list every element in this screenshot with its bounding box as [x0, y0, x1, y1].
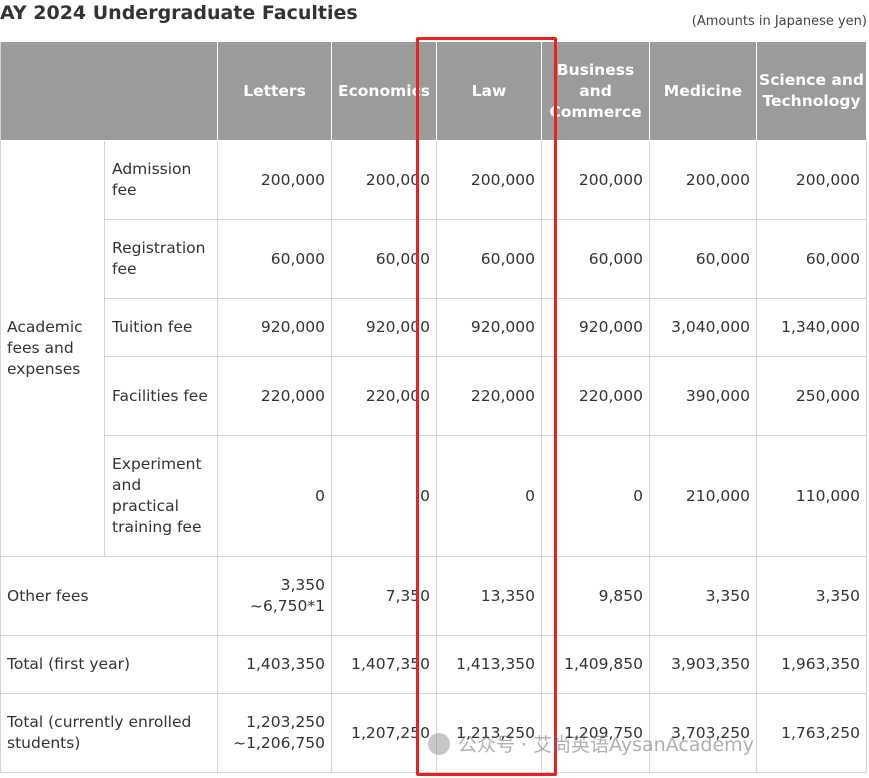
fee-value: 220,000	[542, 357, 650, 436]
fee-value: 3,350	[650, 557, 757, 636]
fee-value: 200,000	[332, 141, 437, 220]
fee-value: 3,040,000	[650, 299, 757, 357]
watermark: 公众号 · 艾尚英语AysanAcademy	[428, 730, 754, 757]
fee-value: 390,000	[650, 357, 757, 436]
header-corner	[0, 42, 218, 141]
row-label: Other fees	[0, 557, 218, 636]
fee-value: 110,000	[757, 436, 867, 557]
fee-value: 920,000	[218, 299, 332, 357]
column-header: Medicine	[650, 42, 757, 141]
fee-value: 1,403,350	[218, 636, 332, 694]
fee-value: 0	[332, 436, 437, 557]
fee-value: 0	[437, 436, 542, 557]
fee-value: 60,000	[542, 220, 650, 299]
fee-value: 13,350	[437, 557, 542, 636]
fee-value: 3,350	[757, 557, 867, 636]
fee-value: 200,000	[650, 141, 757, 220]
fee-value: 60,000	[437, 220, 542, 299]
fee-value: 1,213,250	[437, 694, 542, 773]
fee-value: 7,350	[332, 557, 437, 636]
fee-value: 200,000	[542, 141, 650, 220]
fee-value: 1,963,350	[757, 636, 867, 694]
watermark-text: 公众号 · 艾尚英语AysanAcademy	[458, 734, 754, 756]
row-label: Admission fee	[105, 141, 218, 220]
fee-value: 250,000	[757, 357, 867, 436]
fee-value: 3,703,250	[650, 694, 757, 773]
fee-value: 920,000	[437, 299, 542, 357]
fee-value: 200,000	[437, 141, 542, 220]
watermark-icon	[428, 732, 450, 755]
fee-value: 1,407,350	[332, 636, 437, 694]
fee-value: 1,203,250 ~1,206,750	[218, 694, 332, 773]
fee-value: 60,000	[332, 220, 437, 299]
fee-value: 3,903,350	[650, 636, 757, 694]
fee-value: 1,340,000	[757, 299, 867, 357]
fee-value: 1,413,350	[437, 636, 542, 694]
row-label: Total (first year)	[0, 636, 218, 694]
group-label: Academic fees and expenses	[0, 141, 105, 557]
fee-value: 60,000	[218, 220, 332, 299]
fee-value: 9,850	[542, 557, 650, 636]
fee-value: 220,000	[437, 357, 542, 436]
row-label: Registration fee	[105, 220, 218, 299]
fee-value: 210,000	[650, 436, 757, 557]
row-label: Tuition fee	[105, 299, 218, 357]
row-label: Experiment and practical training fee	[105, 436, 218, 557]
fee-value: 220,000	[218, 357, 332, 436]
fee-value: 60,000	[757, 220, 867, 299]
row-label: Total (currently enrolled students)	[0, 694, 218, 773]
page-title: AY 2024 Undergraduate Faculties	[0, 2, 358, 24]
fee-value: 1,763,250	[757, 694, 867, 773]
column-header: Letters	[218, 42, 332, 141]
fee-value: 0	[542, 436, 650, 557]
fee-value: 200,000	[218, 141, 332, 220]
fee-value: 0	[218, 436, 332, 557]
column-header: Science and Technology	[757, 42, 867, 141]
column-header: Economics	[332, 42, 437, 141]
units-note: (Amounts in Japanese yen)	[691, 14, 867, 29]
fee-value: 920,000	[542, 299, 650, 357]
column-header: Business and Commerce	[542, 42, 650, 141]
fee-value: 1,409,850	[542, 636, 650, 694]
fee-value: 920,000	[332, 299, 437, 357]
fee-value: 60,000	[650, 220, 757, 299]
fee-value: 200,000	[757, 141, 867, 220]
fee-value: 3,350 ~6,750*1	[218, 557, 332, 636]
column-header: Law	[437, 42, 542, 141]
fee-value: 1,209,750	[542, 694, 650, 773]
fee-value: 1,207,250	[332, 694, 437, 773]
fee-value: 220,000	[332, 357, 437, 436]
row-label: Facilities fee	[105, 357, 218, 436]
